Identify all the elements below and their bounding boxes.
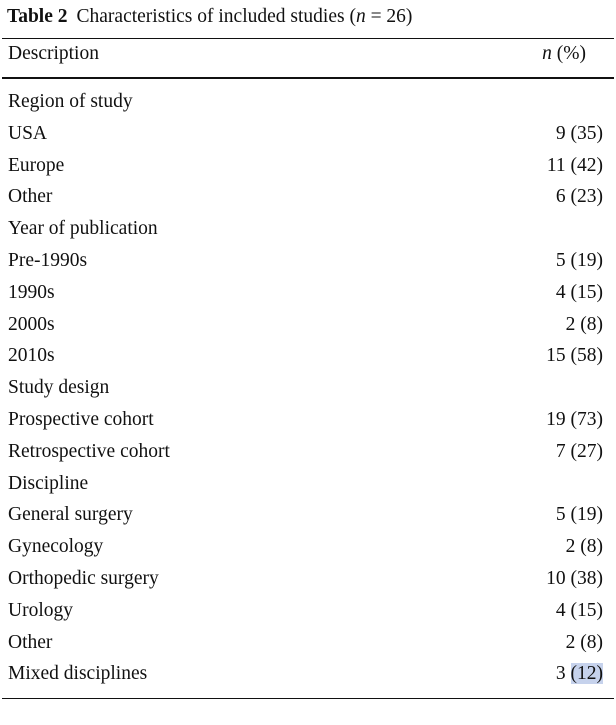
row-description: Mixed disciplines xyxy=(8,663,148,685)
row-percent: (35) xyxy=(570,122,604,144)
row-percent: (73) xyxy=(570,408,604,430)
table-caption: Table 2 Characteristics of included studi… xyxy=(7,4,412,30)
row-count: 10 xyxy=(546,567,566,589)
table-row: Orthopedic surgery 10 (38) xyxy=(0,563,616,595)
row-description: Pre-1990s xyxy=(8,249,88,271)
row-value: 7 (27) xyxy=(556,436,603,468)
row-value: 2 (8) xyxy=(566,531,603,563)
row-description: 1990s xyxy=(8,281,55,303)
row-description: USA xyxy=(8,122,48,144)
row-description: Retrospective cohort xyxy=(8,440,170,462)
row-description: Year of publication xyxy=(8,218,158,240)
row-percent: (8) xyxy=(580,313,603,335)
table-title-n: n xyxy=(355,6,366,27)
row-percent: (19) xyxy=(570,249,604,271)
row-value: 2 (8) xyxy=(566,309,603,341)
row-description: Urology xyxy=(8,599,73,621)
table-row: Urology 4 (15) xyxy=(0,595,616,627)
table-row: Year of publication xyxy=(0,213,616,245)
row-description: Europe xyxy=(8,154,65,176)
table-title-prefix: Characteristics of included studies ( xyxy=(76,6,356,27)
table-header: Description n (%) xyxy=(0,40,616,76)
table-row: Study design xyxy=(0,372,616,404)
table-row: General surgery 5 (19) xyxy=(0,499,616,531)
row-value: 9 (35) xyxy=(556,118,603,150)
row-percent: (8) xyxy=(580,631,603,653)
table-row: Prospective cohort 19 (73) xyxy=(0,404,616,436)
row-value: 11 (42) xyxy=(547,150,603,182)
table-row: Gynecology 2 (8) xyxy=(0,531,616,563)
row-count: 2 xyxy=(565,536,576,558)
row-count: 19 xyxy=(546,408,566,430)
row-value: 10 (38) xyxy=(546,563,603,595)
row-description: Discipline xyxy=(8,472,89,494)
row-percent: (42) xyxy=(570,154,604,176)
table-row: Other 2 (8) xyxy=(0,627,616,659)
row-count: 2 xyxy=(565,313,576,335)
row-count: 11 xyxy=(546,154,566,176)
table-row: 1990s 4 (15) xyxy=(0,277,616,309)
table-title-suffix: = 26) xyxy=(365,6,413,27)
header-n: n xyxy=(542,43,552,64)
row-percent: (58) xyxy=(570,345,604,367)
top-rule xyxy=(2,38,614,40)
header-pct: (%) xyxy=(551,43,586,64)
row-description: Other xyxy=(8,186,53,208)
row-percent: (19) xyxy=(570,504,604,526)
row-description: Gynecology xyxy=(8,536,104,558)
table-row: Pre-1990s 5 (19) xyxy=(0,245,616,277)
table-row: Mixed disciplines 3 (12) xyxy=(0,658,616,690)
table-row: USA 9 (35) xyxy=(0,118,616,150)
table-body: Region of study USA 9 (35) Europe 11 (42) Oth… xyxy=(0,86,616,690)
row-value: 15 (58) xyxy=(546,340,603,372)
row-percent: (38) xyxy=(570,567,604,589)
row-description: Region of study xyxy=(8,91,133,112)
row-value: 3 (12) xyxy=(556,658,603,690)
row-count: 2 xyxy=(565,631,576,653)
row-description: Other xyxy=(8,631,53,653)
row-count: 5 xyxy=(555,504,566,526)
row-description: 2010s xyxy=(8,345,55,367)
table-row: Region of study xyxy=(0,86,616,118)
table-row: Other 6 (23) xyxy=(0,181,616,213)
row-value: 5 (19) xyxy=(556,499,603,531)
row-description: Prospective cohort xyxy=(8,408,154,430)
row-value: 19 (73) xyxy=(546,404,603,436)
row-value: 2 (8) xyxy=(566,627,603,659)
row-value: 5 (19) xyxy=(556,245,603,277)
row-percent: (23) xyxy=(570,186,604,208)
row-count: 6 xyxy=(555,186,566,208)
row-count: 9 xyxy=(555,122,566,144)
row-percent: (8) xyxy=(580,536,603,558)
table-row: 2010s 15 (58) xyxy=(0,340,616,372)
table-row: Retrospective cohort 7 (27) xyxy=(0,436,616,468)
header-n-percent: n (%) xyxy=(542,43,586,65)
row-value: 6 (23) xyxy=(556,181,603,213)
row-percent: (15) xyxy=(570,281,604,303)
table-label: Table 2 xyxy=(7,6,68,27)
table-row: Discipline xyxy=(0,468,616,500)
row-count: 4 xyxy=(555,281,566,303)
row-percent: (27) xyxy=(570,440,604,462)
bottom-rule xyxy=(2,698,614,700)
table-row: 2000s 2 (8) xyxy=(0,309,616,341)
row-description: Study design xyxy=(8,377,110,399)
row-description: General surgery xyxy=(8,504,133,526)
row-description: Orthopedic surgery xyxy=(8,567,159,589)
row-percent: (12) xyxy=(570,663,603,685)
row-count: 4 xyxy=(555,599,566,621)
row-count: 15 xyxy=(546,345,566,367)
row-value: 4 (15) xyxy=(556,595,603,627)
row-count: 3 xyxy=(555,663,566,685)
row-percent: (15) xyxy=(570,599,604,621)
row-count: 7 xyxy=(555,440,566,462)
row-count: 5 xyxy=(555,249,566,271)
table-row: Europe 11 (42) xyxy=(0,150,616,182)
row-description: 2000s xyxy=(8,313,55,335)
header-description: Description xyxy=(8,43,99,64)
row-value: 4 (15) xyxy=(556,277,603,309)
header-rule xyxy=(2,77,614,79)
